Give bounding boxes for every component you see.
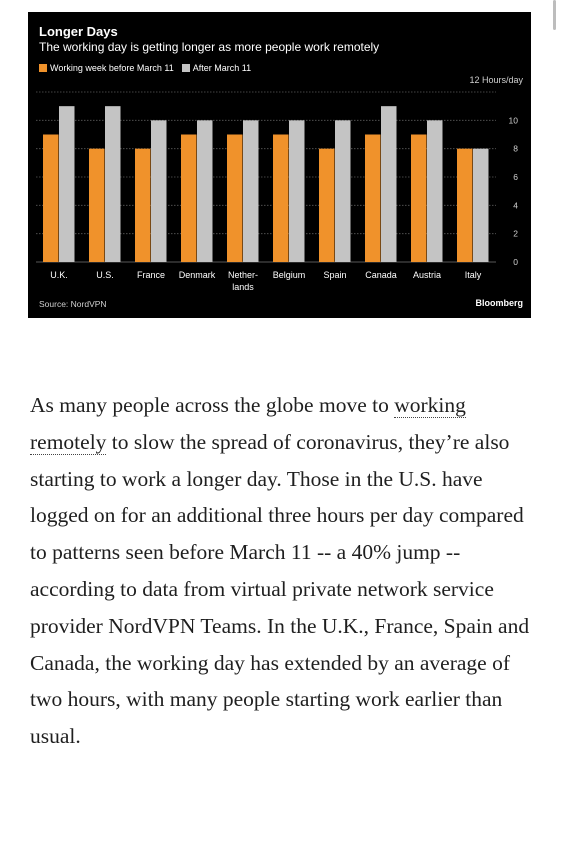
- x-tick-label: Belgium: [273, 270, 306, 280]
- legend-label-before: Working week before March 11: [50, 63, 174, 73]
- x-tick-label: Canada: [365, 270, 397, 280]
- article-text-before-link: As many people across the globe move to: [30, 393, 395, 417]
- scroll-indicator[interactable]: [553, 0, 556, 30]
- bar-after: [197, 120, 213, 262]
- bar-after: [381, 106, 397, 263]
- x-tick-label: Austria: [413, 270, 441, 280]
- bar-after: [427, 120, 443, 262]
- bar-chart: 0 2 4 6 8 10 U.K. U.S. France Denmark Nether-lands…: [36, 91, 519, 292]
- legend-item-after: After March 11: [181, 63, 252, 73]
- working-remotely-link[interactable]: working remotely: [30, 393, 466, 455]
- x-tick-label: U.K.: [50, 270, 68, 280]
- legend-swatch-before: [39, 64, 47, 72]
- bar-after: [243, 120, 259, 262]
- bloomberg-logo: Bloomberg: [475, 298, 523, 308]
- bar-before: [227, 134, 243, 262]
- chart-card: Longer Days The working day is getting l…: [28, 12, 531, 318]
- bar-before: [89, 148, 105, 262]
- article-paragraph: As many people across the globe move to …: [30, 387, 540, 755]
- bar-after: [289, 120, 305, 262]
- y-tick-label: 4: [513, 200, 518, 210]
- x-tick-label: Italy: [465, 270, 482, 280]
- bar-before: [135, 148, 151, 262]
- bar-before: [181, 134, 197, 262]
- unit-label: 12 Hours/day: [469, 75, 523, 85]
- legend-label-after: After March 11: [192, 63, 252, 73]
- x-tick-label: Nether-: [228, 270, 258, 280]
- x-tick-label: lands: [232, 282, 254, 292]
- legend-item-before: Working week before March 11: [39, 63, 174, 73]
- bar-after: [335, 120, 351, 262]
- bar-before: [365, 134, 381, 262]
- y-tick-label: 8: [513, 144, 518, 154]
- x-tick-label: Denmark: [179, 270, 216, 280]
- bar-before: [457, 148, 473, 262]
- bar-before: [43, 134, 59, 262]
- x-tick-label: U.S.: [96, 270, 114, 280]
- y-tick-label: 2: [513, 229, 518, 239]
- bar-after: [473, 148, 489, 262]
- bar-before: [411, 134, 427, 262]
- chart-source: Source: NordVPN: [39, 299, 107, 309]
- legend-swatch-after: [181, 64, 190, 72]
- chart-legend: Working week before March 11 After March…: [39, 62, 259, 74]
- x-tick-label: France: [137, 270, 165, 280]
- bar-before: [273, 134, 289, 262]
- y-tick-label: 0: [513, 257, 518, 267]
- bar-after: [105, 106, 121, 263]
- bar-before: [319, 148, 335, 262]
- chart-title: Longer Days: [39, 24, 118, 39]
- chart-subtitle: The working day is getting longer as mor…: [39, 40, 380, 54]
- article-text-after-link: to slow the spread of coronavirus, they’…: [30, 429, 530, 749]
- bar-after: [59, 106, 75, 263]
- y-tick-label: 10: [509, 115, 519, 125]
- bar-after: [151, 120, 167, 262]
- y-tick-label: 6: [513, 172, 518, 182]
- x-tick-label: Spain: [323, 270, 346, 280]
